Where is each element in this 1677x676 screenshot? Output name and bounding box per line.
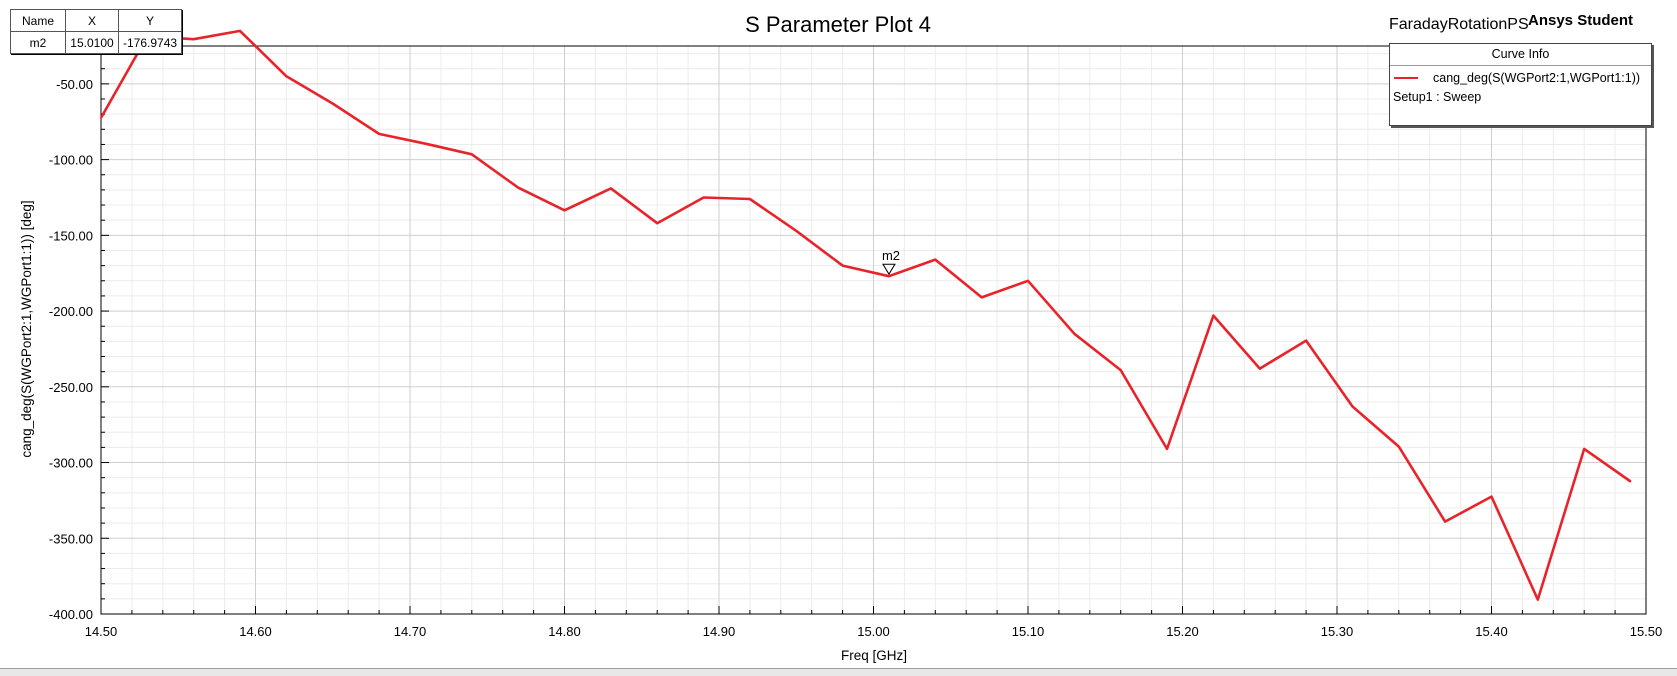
data-point bbox=[656, 222, 658, 225]
x-tick-label: 15.40 bbox=[1475, 624, 1508, 639]
axis-ticks bbox=[100, 53, 1647, 615]
x-tick-label: 14.80 bbox=[548, 624, 581, 639]
x-axis-label: Freq [GHz] bbox=[841, 648, 907, 663]
y-tick-label: -200.00 bbox=[49, 304, 93, 319]
x-tick-label: 15.30 bbox=[1321, 624, 1354, 639]
marker-table-header: Name X Y bbox=[10, 9, 183, 32]
y-tick-label: -400.00 bbox=[49, 607, 93, 622]
window-bottom-border bbox=[0, 668, 1677, 676]
data-point bbox=[1490, 495, 1493, 498]
data-point bbox=[1444, 520, 1446, 523]
data-point bbox=[1305, 339, 1307, 342]
y-tick-label: -150.00 bbox=[49, 228, 93, 243]
marker-header-name: Name bbox=[10, 9, 66, 32]
x-tick-label: 14.90 bbox=[703, 624, 736, 639]
x-tick-labels: 14.50 14.60 14.70 14.80 14.90 15.00 15.10 15.20… bbox=[85, 624, 1663, 639]
data-point bbox=[934, 258, 937, 261]
data-point bbox=[1119, 369, 1122, 371]
marker-header-x: X bbox=[65, 9, 119, 32]
x-tick-label: 15.10 bbox=[1012, 624, 1045, 639]
data-point bbox=[424, 142, 427, 145]
y-tick-label: -250.00 bbox=[49, 380, 93, 395]
data-point bbox=[749, 198, 751, 200]
data-point bbox=[841, 264, 844, 267]
y-tick-label: -50.00 bbox=[56, 77, 93, 92]
marker-table-row[interactable]: m2 15.0100 -176.9743 bbox=[10, 31, 183, 54]
data-point bbox=[331, 102, 334, 105]
y-axis-label: cang_deg(S(WGPort2:1,WGPort1:1)) [deg] bbox=[19, 200, 34, 457]
legend-setup: Setup1 : Sweep bbox=[1393, 90, 1482, 104]
data-point bbox=[1398, 445, 1400, 448]
y-tick-labels: -50.00 -100.00 -150.00 -200.00 -250.00 -300.0… bbox=[49, 77, 93, 622]
y-tick-label: -350.00 bbox=[49, 531, 93, 546]
marker-label: m2 bbox=[882, 248, 900, 263]
marker-group[interactable]: m2 bbox=[882, 248, 900, 276]
data-point bbox=[1537, 598, 1539, 601]
data-point bbox=[610, 187, 612, 190]
data-point bbox=[1258, 367, 1261, 370]
data-point bbox=[980, 296, 983, 299]
data-point bbox=[1212, 314, 1215, 317]
data-point bbox=[563, 209, 566, 212]
data-point bbox=[471, 153, 473, 156]
marker-table[interactable]: Name X Y m2 15.0100 -176.9743 bbox=[10, 9, 183, 54]
data-point bbox=[239, 30, 241, 32]
data-point bbox=[100, 117, 102, 119]
data-point bbox=[517, 186, 519, 189]
data-point bbox=[795, 229, 798, 232]
data-point bbox=[1351, 405, 1354, 408]
x-tick-label: 15.20 bbox=[1166, 624, 1199, 639]
marker-row-name: m2 bbox=[10, 31, 66, 54]
legend-title: Curve Info bbox=[1390, 44, 1651, 66]
x-tick-label: 14.50 bbox=[85, 624, 118, 639]
data-point bbox=[192, 38, 195, 40]
x-tick-label: 14.60 bbox=[239, 624, 272, 639]
data-point bbox=[1629, 480, 1632, 483]
data-point bbox=[1027, 279, 1029, 282]
curve-info-legend[interactable]: Curve Info cang_deg(S(WGPort2:1,WGPort1:… bbox=[1389, 43, 1652, 126]
data-point bbox=[888, 275, 890, 278]
marker-header-y: Y bbox=[117, 9, 183, 32]
y-tick-label: -300.00 bbox=[49, 456, 93, 471]
marker-row-x: 15.0100 bbox=[65, 31, 119, 54]
data-point bbox=[1166, 448, 1168, 450]
major-grid bbox=[101, 46, 1646, 614]
legend-swatch bbox=[1394, 77, 1418, 79]
project-name: FaradayRotationPS bbox=[1389, 16, 1529, 33]
data-point bbox=[1073, 332, 1076, 335]
y-tick-label: -100.00 bbox=[49, 153, 93, 168]
marker-row-y: -176.9743 bbox=[117, 31, 183, 54]
data-point bbox=[702, 196, 705, 199]
brand-label: Ansys Student bbox=[1528, 12, 1633, 29]
legend-entry[interactable]: cang_deg(S(WGPort2:1,WGPort1:1)) bbox=[1390, 68, 1651, 88]
series-line bbox=[99, 29, 1632, 601]
x-tick-label: 15.50 bbox=[1630, 624, 1663, 639]
legend-entry-label: cang_deg(S(WGPort2:1,WGPort1:1)) bbox=[1433, 71, 1641, 85]
chart-title: S Parameter Plot 4 bbox=[745, 12, 931, 37]
x-tick-label: 15.00 bbox=[857, 624, 890, 639]
data-point bbox=[1583, 448, 1585, 450]
data-point bbox=[378, 133, 380, 135]
data-point bbox=[285, 75, 288, 78]
x-tick-label: 14.70 bbox=[394, 624, 427, 639]
marker-triangle-icon bbox=[882, 263, 896, 276]
